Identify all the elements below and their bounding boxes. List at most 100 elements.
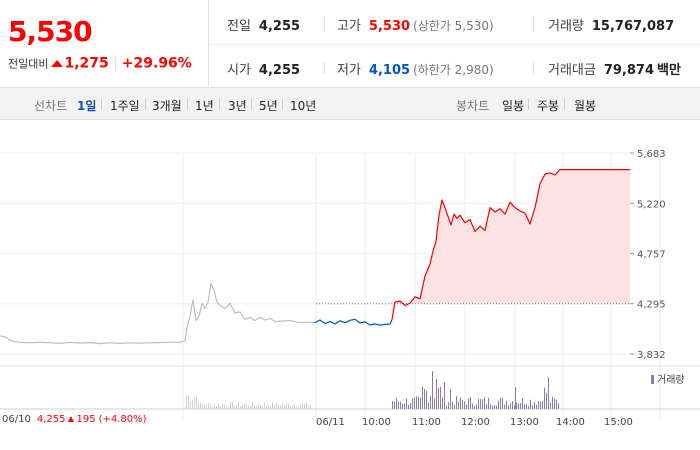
tab-3-months[interactable]: 3개월 (152, 99, 182, 113)
tab-divider (187, 99, 188, 110)
stats-divider (533, 61, 534, 75)
volume-bar (466, 404, 467, 409)
prev-day-change: 195 (76, 414, 96, 425)
prev-day-close: 4,255 (36, 414, 66, 425)
volume-bar (488, 397, 489, 409)
volume-bar (544, 387, 545, 409)
volume-bar (420, 397, 421, 409)
volume-bar (276, 402, 277, 409)
stat-open: 시가 4,255 (227, 59, 300, 78)
volume-bar (208, 403, 209, 409)
volume-bar (528, 405, 529, 409)
low-value: 4,105 (368, 63, 411, 78)
volume-bar (514, 405, 515, 409)
volume-bar (308, 405, 309, 409)
prev-day-rate: (+4.80%) (98, 414, 147, 425)
up-arrow-icon (51, 60, 64, 67)
tab-weekly-candle[interactable]: 주봉 (537, 99, 560, 113)
volume-bar (206, 405, 207, 409)
volume-bar (452, 401, 453, 409)
tab-5-years[interactable]: 5년 (259, 99, 278, 113)
tab-divider (251, 99, 252, 110)
volume-bar (432, 371, 433, 409)
volume-bar (286, 403, 287, 409)
volume-bar (250, 406, 251, 409)
volume-bar (418, 396, 419, 409)
volume-bar (244, 404, 245, 409)
volume-bar (524, 404, 525, 409)
volume-bar (254, 404, 255, 409)
volume-bar (396, 397, 397, 409)
chart-grid (0, 152, 700, 418)
volume-bar (522, 398, 523, 409)
volume-bar (538, 401, 539, 409)
volume-bar (242, 404, 243, 409)
volume-bar (515, 387, 516, 409)
tab-divider (528, 99, 529, 110)
volume-bar (496, 405, 497, 409)
volume-bar (494, 405, 495, 409)
stats-panel: 전일 4,255 고가 5,530 (상한가 5,530) 거래량 15,767,087… (210, 0, 700, 88)
volume-legend-label: 거래량 (657, 374, 685, 386)
chart-area (392, 169, 630, 320)
tab-divider (282, 99, 283, 110)
prev-close-value: 4,255 (258, 19, 301, 34)
stats-divider (533, 17, 534, 31)
trading-value-unit: 백만 (657, 63, 681, 78)
x-tick-label: 14:00 (556, 417, 585, 428)
volume-bar (238, 402, 239, 409)
volume-bar (530, 399, 531, 409)
volume-bar (278, 404, 279, 409)
y-tick-label: 5,683 (637, 149, 666, 160)
volume-bar (464, 401, 465, 409)
volume-bar (508, 405, 509, 409)
volume-bar (296, 406, 297, 409)
volume-bar (534, 401, 535, 409)
high-value: 5,530 (368, 19, 411, 34)
volume-bar (230, 402, 231, 409)
volume-bar (404, 403, 405, 409)
stats-row-divider (210, 44, 700, 45)
candle-chart-label: 봉차트 (456, 99, 490, 113)
lower-limit: (하한가 2,980) (413, 63, 494, 77)
volume-bar (556, 399, 557, 409)
volume-bar (558, 403, 559, 409)
volume-bar (198, 401, 199, 409)
volume-bar (204, 404, 205, 409)
tab-1-year[interactable]: 1년 (195, 99, 214, 113)
volume-bar (410, 403, 411, 409)
tab-1-day[interactable]: 1일 (77, 99, 97, 113)
volume-bar (520, 403, 521, 409)
y-tick-label: 4,757 (637, 250, 666, 261)
volume-bar (462, 400, 463, 409)
volume-bar (490, 404, 491, 409)
price-line-previous-day (0, 283, 316, 345)
tab-1-week[interactable]: 1주일 (110, 99, 140, 113)
chart-canvas: 5,683 5,220 4,757 4,295 3,832 06/11 10:00 11:00… (0, 149, 700, 428)
volume-bar (212, 406, 213, 409)
volume-bar (476, 404, 477, 409)
stat-trading-value: 거래대금 79,874 백만 (548, 59, 681, 78)
x-tick-label: 11:00 (412, 417, 441, 428)
tab-monthly-candle[interactable]: 월봉 (574, 99, 597, 113)
tab-10-years[interactable]: 10년 (290, 99, 317, 113)
stats-divider (324, 17, 325, 31)
volume-bar (310, 404, 311, 409)
volume-bar (450, 389, 451, 409)
volume-bar (554, 398, 555, 409)
tab-divider (145, 99, 146, 110)
volume-bar (268, 405, 269, 409)
high-label: 고가 (337, 19, 361, 34)
volume-bar (408, 404, 409, 409)
tab-daily-candle[interactable]: 일봉 (502, 99, 525, 113)
volume-bar (298, 406, 299, 409)
volume-bar (478, 398, 479, 409)
volume-bar (506, 401, 507, 409)
volume-bar (214, 404, 215, 409)
volume-bar (512, 401, 513, 409)
volume-bar (428, 402, 429, 409)
tab-3-years[interactable]: 3년 (228, 99, 247, 113)
volume-bar (256, 405, 257, 409)
volume-bar (260, 405, 261, 409)
volume-bar (302, 403, 303, 409)
